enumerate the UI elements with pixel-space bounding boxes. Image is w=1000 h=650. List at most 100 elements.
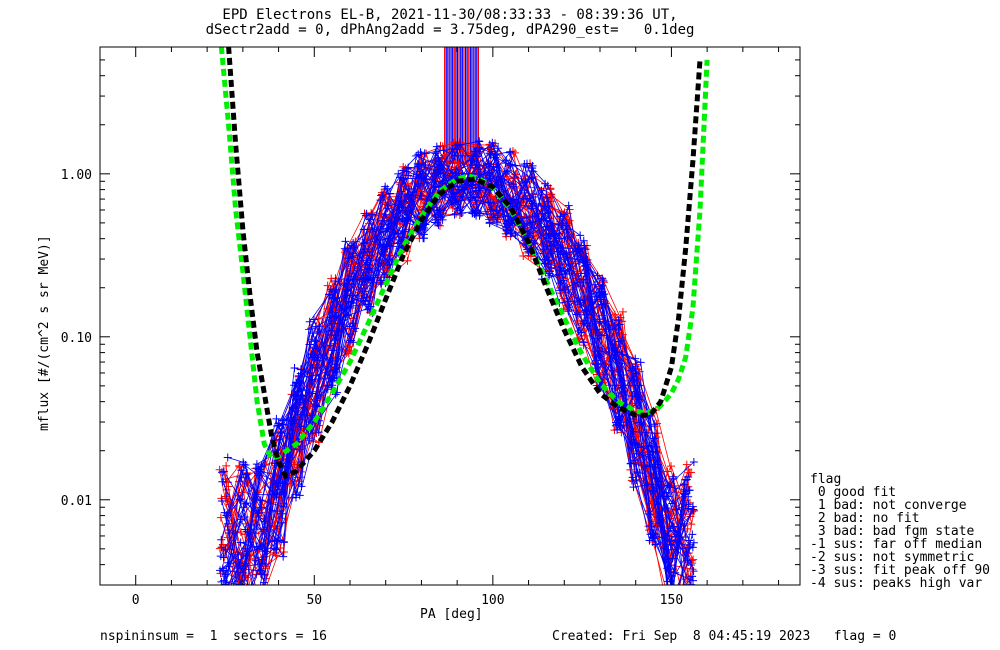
data-point-marker [403, 256, 412, 265]
data-point-marker [417, 173, 426, 182]
data-point-marker [645, 422, 654, 431]
data-point-marker [326, 341, 335, 350]
y-tick-label: 0.10 [61, 331, 92, 346]
data-point-marker [629, 483, 638, 492]
data-point-marker [596, 360, 605, 369]
data-point-marker [520, 188, 529, 197]
data-point-marker [217, 535, 226, 544]
data-point-marker [225, 601, 233, 609]
data-point-marker [381, 182, 390, 191]
data-point-marker [450, 210, 459, 219]
data-point-marker [663, 492, 672, 501]
data-point-marker [224, 610, 232, 618]
plot-frame [99, 46, 801, 586]
data-point-marker [401, 206, 410, 215]
data-point-marker [224, 482, 233, 491]
data-point-marker [669, 474, 678, 483]
data-point-marker [308, 375, 317, 384]
data-point-marker [689, 555, 698, 564]
data-point-marker [241, 525, 250, 534]
data-point-marker [544, 256, 553, 265]
data-point-marker [258, 602, 266, 610]
data-point-marker [279, 552, 288, 561]
data-point-marker [618, 383, 627, 392]
data-point-marker [216, 566, 225, 575]
data-point-marker [685, 536, 694, 545]
data-point-marker [608, 344, 617, 353]
data-point-marker [239, 590, 247, 598]
data-point-marker [649, 534, 658, 543]
data-point-marker [313, 363, 322, 372]
data-point-marker [224, 609, 232, 617]
legend-entry: -2 sus: not symmetric [810, 550, 975, 565]
data-point-marker [654, 477, 663, 486]
data-point-marker [323, 381, 332, 390]
data-point-marker [649, 487, 658, 496]
data-point-marker [380, 270, 389, 279]
data-point-marker [224, 558, 233, 567]
data-point-marker [222, 602, 230, 610]
x-tick-label: 50 [306, 593, 322, 608]
data-point-marker [448, 204, 457, 213]
data-point-marker [261, 559, 270, 568]
data-point-marker [225, 601, 233, 609]
data-point-marker [237, 604, 245, 612]
data-point-marker [349, 239, 358, 248]
data-point-marker [475, 137, 484, 146]
data-point-marker [506, 161, 515, 170]
data-point-marker [527, 164, 536, 173]
data-point-marker [451, 141, 460, 150]
data-point-marker [689, 576, 698, 585]
data-point-marker [323, 281, 332, 290]
data-point-marker [653, 500, 662, 509]
data-point-marker [235, 590, 243, 598]
data-point-marker [257, 503, 266, 512]
data-point-marker [216, 513, 225, 522]
data-point-marker [243, 601, 251, 609]
data-point-marker [222, 461, 231, 470]
data-point-marker [689, 538, 698, 547]
x-tick-label: 150 [660, 593, 683, 608]
legend-entry: 1 bad: not converge [810, 498, 967, 513]
data-point-marker [332, 312, 341, 321]
data-point-marker [223, 453, 232, 462]
data-point-marker [485, 219, 494, 228]
data-point-marker [431, 218, 440, 227]
data-point-marker [484, 159, 493, 168]
data-point-marker [256, 496, 265, 505]
data-point-marker [520, 160, 529, 169]
data-point-marker [364, 275, 373, 284]
data-point-marker [269, 544, 278, 553]
data-point-marker [598, 274, 607, 283]
data-point-marker [235, 594, 243, 602]
data-point-marker [576, 296, 585, 305]
data-point-marker [611, 421, 620, 430]
x-axis-label: PA [deg] [420, 607, 483, 622]
data-point-marker [252, 460, 261, 469]
data-point-marker [650, 420, 659, 429]
data-point-marker [632, 439, 641, 448]
data-point-marker [563, 225, 572, 234]
data-point-marker [473, 160, 482, 169]
data-point-marker [688, 565, 697, 574]
data-point-marker [685, 468, 694, 477]
data-point-marker [646, 530, 655, 539]
data-point-marker [349, 296, 358, 305]
data-point-marker [436, 160, 445, 169]
data-point-marker [397, 187, 406, 196]
data-point-marker [488, 138, 497, 147]
data-point-marker [325, 290, 333, 299]
data-point-marker [218, 477, 227, 486]
data-point-marker [597, 331, 606, 340]
data-point-marker [684, 486, 693, 495]
data-point-marker [270, 536, 279, 545]
data-point-marker [341, 237, 350, 246]
data-point-marker [311, 336, 320, 345]
data-point-marker [636, 358, 645, 367]
data-point-marker [244, 603, 252, 611]
data-point-marker [646, 462, 655, 471]
data-point-marker [506, 228, 515, 237]
data-point-marker [344, 297, 353, 306]
data-point-marker [689, 458, 698, 467]
